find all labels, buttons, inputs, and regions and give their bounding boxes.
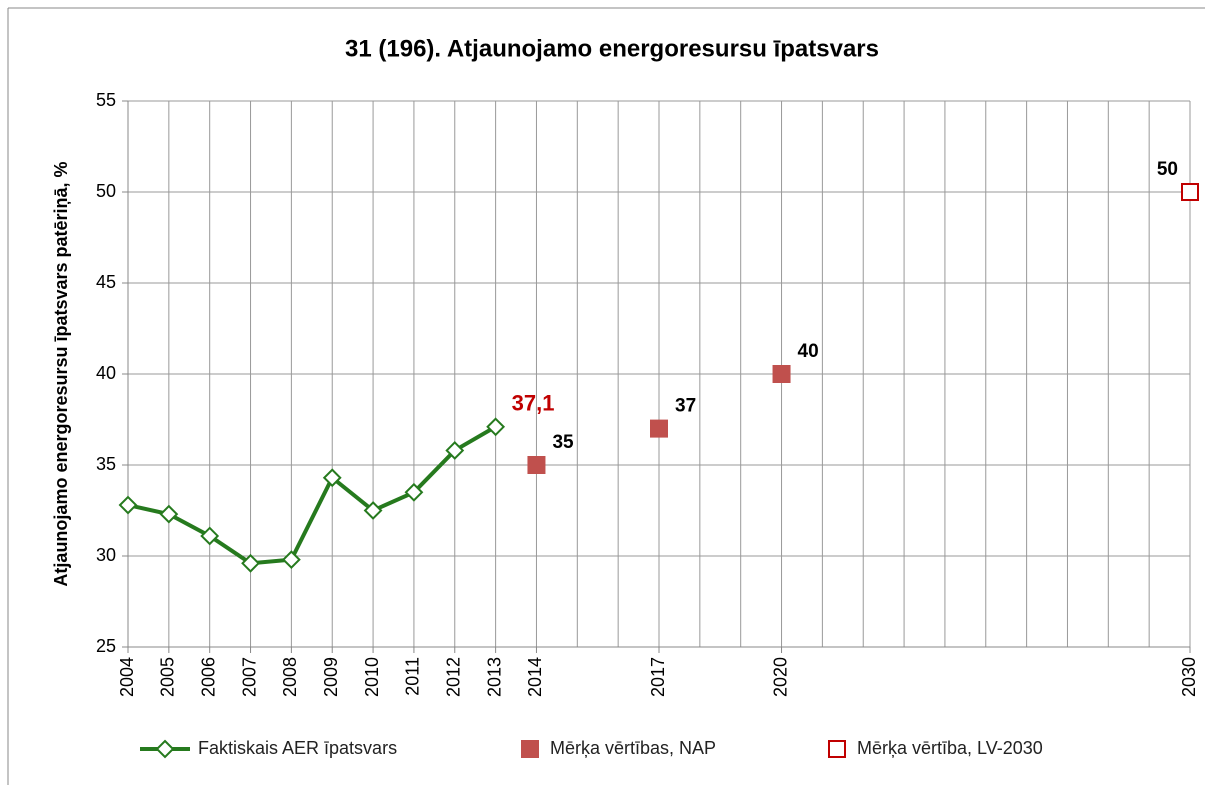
marker bbox=[486, 417, 506, 437]
marker bbox=[322, 468, 342, 488]
series-line bbox=[127, 425, 497, 566]
y-tick-label: 30 bbox=[96, 545, 116, 565]
y-tick-label: 45 bbox=[96, 272, 116, 292]
x-tick-label: 2014 bbox=[525, 657, 545, 697]
marker bbox=[445, 441, 465, 460]
legend-label: Mērķa vērtības, NAP bbox=[550, 738, 716, 758]
marker bbox=[521, 740, 539, 758]
legend-label: Faktiskais AER īpatsvars bbox=[198, 738, 397, 758]
y-tick-label: 35 bbox=[96, 454, 116, 474]
chart-title: 31 (196). Atjaunojamo energoresursu īpat… bbox=[345, 35, 879, 62]
x-tick-label: 2005 bbox=[158, 657, 178, 697]
x-tick-label: 2004 bbox=[117, 657, 137, 697]
y-tick-label: 25 bbox=[96, 636, 116, 656]
marker bbox=[200, 526, 220, 546]
x-tick-label: 2008 bbox=[280, 657, 300, 697]
x-tick-label: 2012 bbox=[444, 657, 464, 697]
x-tick-label: 2010 bbox=[362, 657, 382, 697]
marker bbox=[281, 550, 301, 570]
marker bbox=[404, 482, 424, 502]
marker bbox=[118, 495, 138, 515]
x-tick-label: 2013 bbox=[484, 657, 504, 697]
x-tick-label: 2007 bbox=[239, 657, 259, 697]
marker bbox=[650, 419, 668, 438]
marker bbox=[159, 504, 179, 524]
marker bbox=[363, 501, 383, 520]
data-label: 50 bbox=[1157, 159, 1178, 180]
data-label: 40 bbox=[798, 341, 819, 362]
data-label: 37 bbox=[675, 396, 696, 417]
y-tick-label: 40 bbox=[96, 363, 116, 383]
x-tick-label: 2006 bbox=[198, 657, 218, 697]
marker bbox=[1181, 183, 1199, 201]
x-tick-label: 2009 bbox=[321, 657, 341, 697]
x-tick-label: 2020 bbox=[770, 657, 790, 697]
marker bbox=[772, 365, 791, 383]
x-tick-label: 2030 bbox=[1179, 657, 1199, 697]
marker bbox=[241, 553, 260, 573]
data-label: 35 bbox=[552, 432, 574, 453]
marker bbox=[828, 740, 846, 758]
y-axis-label: Atjaunojamo energoresursu īpatsvars patē… bbox=[51, 161, 71, 586]
marker bbox=[527, 456, 546, 474]
legend-label: Mērķa vērtība, LV-2030 bbox=[857, 738, 1043, 758]
x-tick-label: 2011 bbox=[403, 657, 423, 696]
marker bbox=[155, 739, 175, 759]
y-tick-label: 50 bbox=[96, 181, 116, 201]
x-tick-label: 2017 bbox=[648, 657, 668, 697]
y-tick-label: 55 bbox=[96, 90, 116, 110]
data-label: 37,1 bbox=[512, 391, 555, 416]
